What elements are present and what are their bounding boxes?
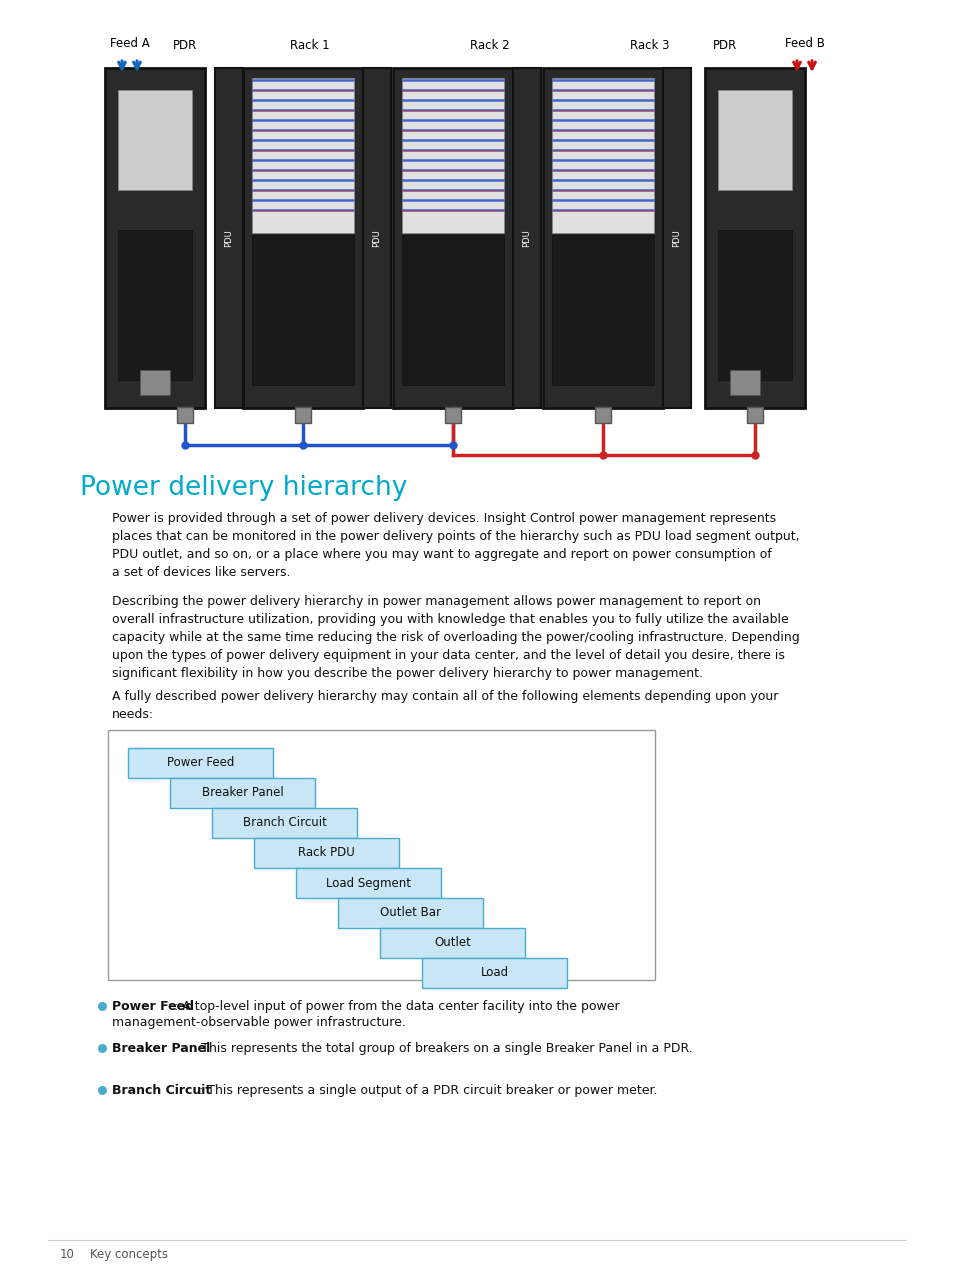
- Bar: [118, 230, 192, 380]
- Bar: [401, 235, 503, 385]
- Text: Power Feed: Power Feed: [112, 1000, 193, 1013]
- Text: Key concepts: Key concepts: [90, 1248, 168, 1261]
- Text: Rack PDU: Rack PDU: [297, 846, 355, 859]
- Bar: [379, 928, 524, 958]
- Text: Outlet: Outlet: [434, 937, 471, 949]
- Text: 10: 10: [60, 1248, 74, 1261]
- Bar: [252, 235, 354, 385]
- Bar: [337, 899, 482, 928]
- Text: Branch Circuit: Branch Circuit: [242, 816, 326, 830]
- Text: PDR: PDR: [712, 39, 737, 52]
- Bar: [662, 69, 690, 408]
- Bar: [212, 808, 356, 838]
- Text: PDU: PDU: [224, 229, 233, 247]
- Bar: [252, 78, 354, 233]
- Text: Rack 3: Rack 3: [630, 39, 669, 52]
- Text: Feed A: Feed A: [110, 37, 150, 50]
- Text: A fully described power delivery hierarchy may contain all of the following elem: A fully described power delivery hierarc…: [112, 690, 778, 721]
- Bar: [108, 730, 655, 980]
- Bar: [105, 69, 205, 408]
- Bar: [552, 78, 654, 233]
- Bar: [253, 838, 398, 868]
- Bar: [513, 69, 540, 408]
- Text: Breaker Panel: Breaker Panel: [201, 787, 283, 799]
- Bar: [444, 407, 460, 423]
- Bar: [214, 69, 243, 408]
- Bar: [295, 868, 440, 899]
- Text: Describing the power delivery hierarchy in power management allows power managem: Describing the power delivery hierarchy …: [112, 595, 799, 680]
- Text: Feed B: Feed B: [784, 37, 824, 50]
- Bar: [128, 749, 273, 778]
- Text: Breaker Panel: Breaker Panel: [112, 1042, 210, 1055]
- Bar: [243, 69, 363, 408]
- Bar: [401, 78, 503, 233]
- Bar: [746, 407, 762, 423]
- Text: : This represents the total group of breakers on a single Breaker Panel in a PDR: : This represents the total group of bre…: [193, 1042, 692, 1055]
- Text: : A top-level input of power from the data center facility into the power: : A top-level input of power from the da…: [173, 1000, 619, 1013]
- Text: Load: Load: [480, 966, 508, 980]
- Bar: [595, 407, 610, 423]
- Text: Rack 1: Rack 1: [290, 39, 330, 52]
- Bar: [294, 407, 311, 423]
- Bar: [140, 370, 170, 395]
- Bar: [177, 407, 193, 423]
- Text: PDU: PDU: [672, 229, 680, 247]
- Text: : This represents a single output of a PDR circuit breaker or power meter.: : This represents a single output of a P…: [198, 1084, 657, 1097]
- Bar: [421, 958, 566, 988]
- Text: Power is provided through a set of power delivery devices. Insight Control power: Power is provided through a set of power…: [112, 512, 799, 580]
- Bar: [718, 90, 791, 189]
- Text: PDR: PDR: [172, 39, 197, 52]
- Bar: [542, 69, 662, 408]
- Bar: [729, 370, 760, 395]
- Bar: [552, 235, 654, 385]
- Text: PDU: PDU: [522, 229, 531, 247]
- Bar: [718, 230, 791, 380]
- Text: Rack 2: Rack 2: [470, 39, 509, 52]
- Bar: [118, 90, 192, 189]
- Text: Load Segment: Load Segment: [326, 877, 411, 890]
- Bar: [393, 69, 513, 408]
- Text: Outlet Bar: Outlet Bar: [379, 906, 440, 919]
- Text: Power delivery hierarchy: Power delivery hierarchy: [80, 475, 407, 501]
- Text: Branch Circuit: Branch Circuit: [112, 1084, 211, 1097]
- Text: management-observable power infrastructure.: management-observable power infrastructu…: [112, 1016, 405, 1030]
- Text: Power Feed: Power Feed: [167, 756, 233, 769]
- Bar: [363, 69, 391, 408]
- Text: PDU: PDU: [372, 229, 381, 247]
- Bar: [170, 778, 314, 808]
- Bar: [704, 69, 804, 408]
